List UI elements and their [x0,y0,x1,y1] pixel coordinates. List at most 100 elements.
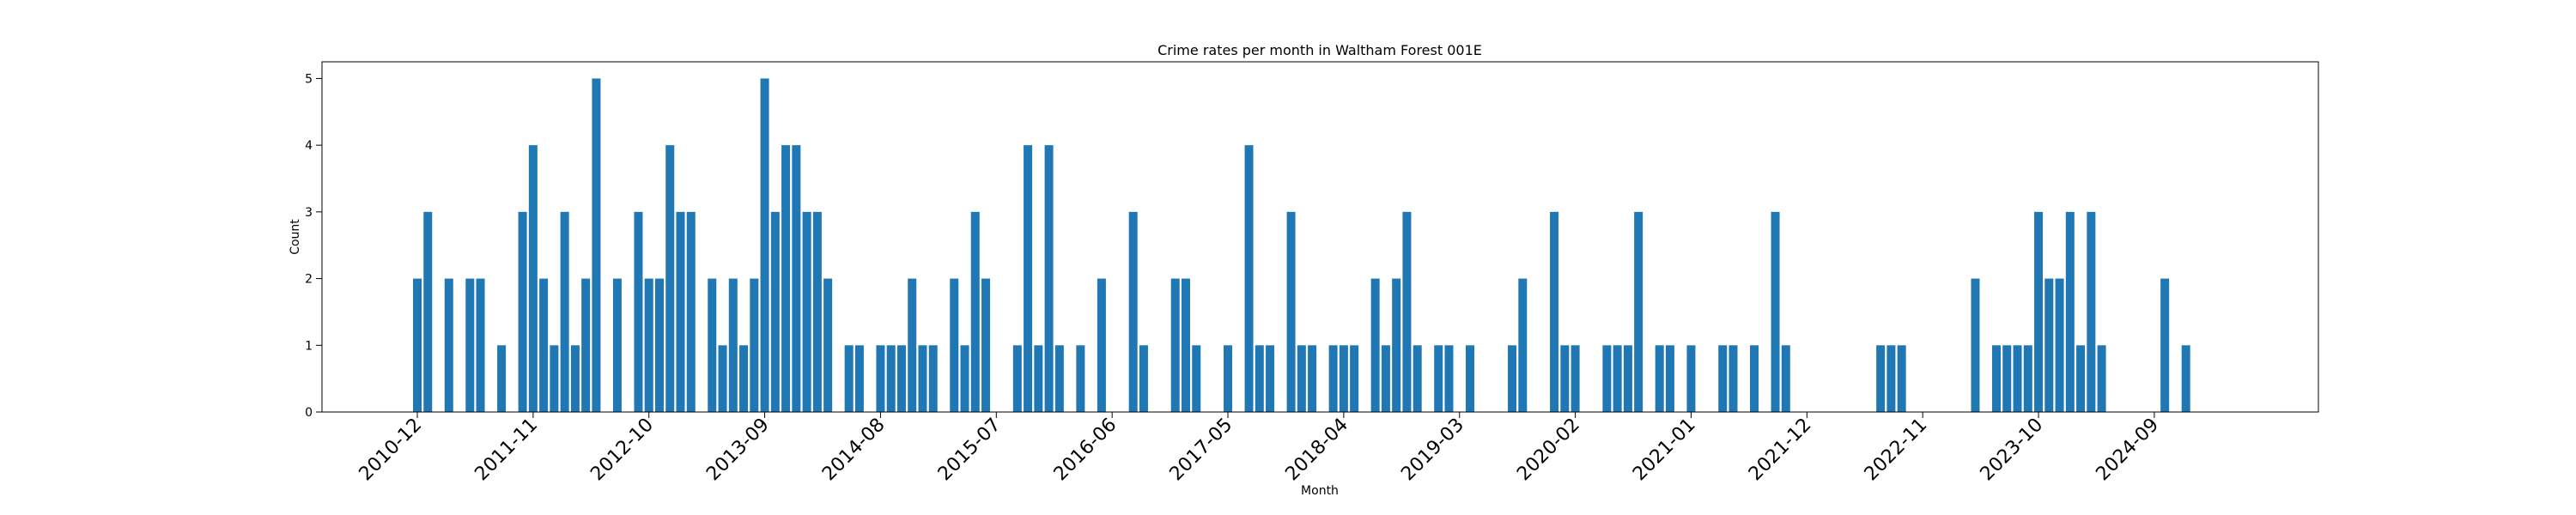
bar-2021-10 [1781,345,1790,412]
bar-2015-03 [950,278,959,412]
x-tick-label: 2019-03 [1397,415,1468,486]
bar-2023-08 [2013,345,2022,412]
bar-2018-08 [1381,345,1390,412]
y-tick-label: 1 [305,339,313,353]
bar-2011-01 [423,211,433,412]
bar-2011-08 [497,345,507,412]
bar-2020-02 [1571,345,1580,412]
chart-title: Crime rates per month in Waltham Forest … [1157,42,1482,58]
y-axis: 0 1 2 3 4 5 [305,72,322,420]
bar-2018-09 [1392,278,1401,412]
bar-2018-11 [1413,345,1422,412]
bar-2018-01 [1308,345,1317,412]
bar-2024-10 [2160,278,2170,412]
bar-2015-11 [1034,345,1043,412]
bar-2016-03 [1076,345,1085,412]
y-tick-label: 0 [305,406,313,420]
bar-2013-12 [792,145,801,412]
x-tick-label: 2024-09 [2092,415,2163,486]
bar-2013-08 [750,278,759,412]
bar-2014-05 [844,345,854,412]
x-tick-label: 2011-11 [471,415,542,486]
bar-2015-10 [1024,145,1033,412]
bar-2019-02 [1444,345,1454,412]
bar-2018-05 [1350,345,1359,412]
bar-2011-11 [528,145,538,412]
bar-2019-04 [1466,345,1474,412]
x-tick-label: 2021-12 [1745,415,1816,486]
y-tick-label: 2 [305,273,313,287]
bar-2023-10 [2034,211,2044,412]
bar-2023-12 [2055,278,2064,412]
bar-2024-01 [2065,211,2075,412]
bar-2024-02 [2076,345,2086,412]
x-tick-label: 2023-10 [1977,415,2048,486]
y-axis-label: Count [289,219,302,255]
y-tick-label: 3 [305,206,313,220]
bar-2017-02 [1192,345,1201,412]
x-tick-label: 2013-09 [702,415,774,486]
bar-2023-04 [1971,278,1980,412]
bar-2012-09 [634,211,643,412]
bar-2021-07 [1750,345,1759,412]
bar-2012-11 [654,278,664,412]
bar-2017-07 [1244,145,1254,412]
bar-2013-05 [718,345,727,412]
bar-2011-12 [539,278,549,412]
bar-2011-06 [476,278,485,412]
bar-2020-06 [1613,345,1622,412]
bar-2014-02 [812,211,822,412]
x-tick-label: 2022-11 [1861,415,1932,486]
x-tick-label: 2018-04 [1281,415,1352,486]
bars-group [413,78,2190,413]
bar-2020-05 [1602,345,1612,412]
bar-2017-01 [1181,278,1190,412]
bar-2019-08 [1508,345,1517,412]
bar-2018-07 [1370,278,1380,412]
plot-frame [321,61,2319,413]
bar-2012-02 [560,211,569,412]
bar-2014-06 [854,345,864,412]
bar-2024-03 [2087,211,2096,412]
bar-2014-11 [908,278,917,412]
x-tick-label: 2015-07 [934,415,1005,486]
bar-2020-11 [1665,345,1674,412]
x-tick-label: 2014-08 [818,415,890,486]
bar-2012-04 [581,278,591,412]
bar-2015-12 [1044,145,1054,412]
x-tick-label: 2012-10 [586,415,658,486]
x-axis: 2010-12 2011-11 2012-10 2013-09 2014-08 2015-… [355,412,2163,486]
bar-2013-09 [760,78,769,413]
bar-2022-09 [1897,345,1906,412]
bar-2019-09 [1518,278,1528,412]
bar-2011-03 [444,278,453,412]
bar-2016-08 [1128,211,1138,412]
bar-2020-01 [1560,345,1570,412]
bar-2013-11 [781,145,791,412]
bar-2013-07 [739,345,749,412]
bar-2022-08 [1886,345,1896,412]
bar-2016-09 [1139,345,1148,412]
bar-2017-09 [1266,345,1275,412]
bar-2012-10 [644,278,653,412]
bar-2016-01 [1054,345,1064,412]
bar-2014-09 [886,345,896,412]
bar-2021-04 [1718,345,1728,412]
bar-2013-04 [708,278,717,412]
bar-2020-10 [1655,345,1664,412]
bar-2017-11 [1286,211,1296,412]
bar-2018-10 [1402,211,1412,412]
bar-2019-12 [1550,211,1559,412]
bar-2015-01 [928,345,938,412]
bar-2017-05 [1224,345,1233,412]
bar-2012-07 [612,278,622,412]
x-tick-label: 2016-06 [1050,415,1121,486]
x-tick-label: 2021-01 [1629,415,1700,486]
bar-2021-09 [1771,211,1780,412]
bar-2013-06 [728,278,738,412]
bar-2019-01 [1434,345,1443,412]
bar-2015-06 [981,278,991,412]
bar-2015-04 [960,345,969,412]
bar-2020-07 [1623,345,1632,412]
bar-2023-11 [2044,278,2054,412]
